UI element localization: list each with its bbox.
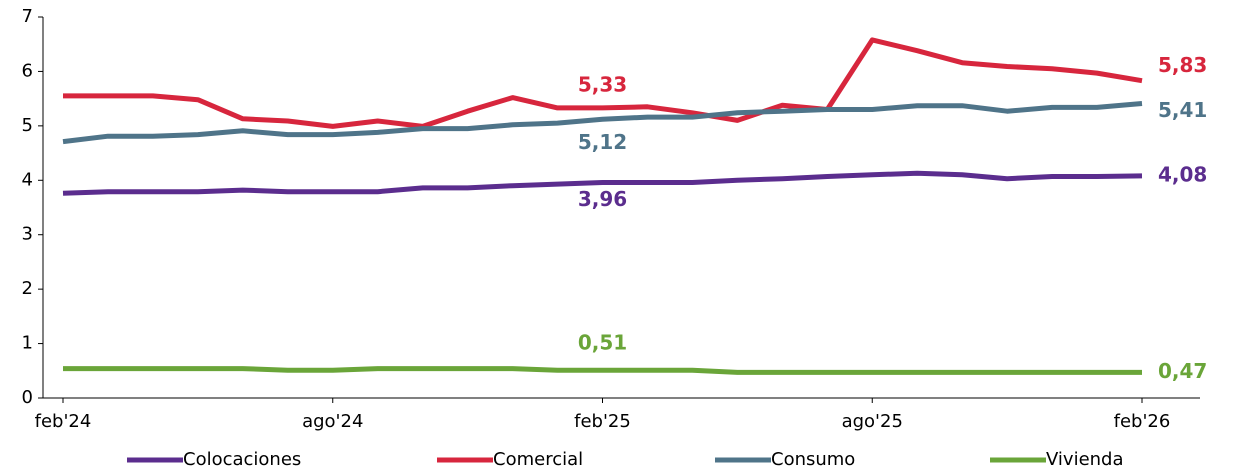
series-line <box>63 37 1143 129</box>
x-tick-label: feb'25 <box>574 411 631 432</box>
x-tick-label: ago'24 <box>302 411 363 432</box>
y-tick-label: 7 <box>22 6 33 27</box>
value-label: 0,47 <box>1158 359 1207 383</box>
value-label: 3,96 <box>578 187 627 211</box>
y-tick-label: 3 <box>22 224 33 245</box>
y-tick-label: 5 <box>22 115 33 136</box>
x-tick-label: feb'26 <box>1114 411 1171 432</box>
y-tick-label: 6 <box>22 60 33 81</box>
legend-label: Colocaciones <box>183 449 301 470</box>
y-tick-label: 1 <box>22 333 33 354</box>
x-tick-label: feb'24 <box>35 411 92 432</box>
value-label: 5,83 <box>1158 53 1207 77</box>
series-line <box>63 366 1142 375</box>
value-label: 0,51 <box>578 331 627 355</box>
series-line <box>62 101 1143 145</box>
legend-label: Consumo <box>771 449 855 470</box>
legend-label: Comercial <box>493 449 583 470</box>
legend-label: Vivienda <box>1046 449 1124 470</box>
value-label: 5,33 <box>578 72 627 96</box>
value-label: 5,12 <box>578 130 627 154</box>
x-tick-label: ago'25 <box>842 411 903 432</box>
y-tick-label: 0 <box>22 387 33 408</box>
series-line <box>62 170 1143 196</box>
value-label: 5,41 <box>1158 98 1207 122</box>
y-tick-label: 2 <box>22 278 33 299</box>
value-label: 4,08 <box>1158 162 1207 186</box>
y-tick-label: 4 <box>22 169 33 190</box>
